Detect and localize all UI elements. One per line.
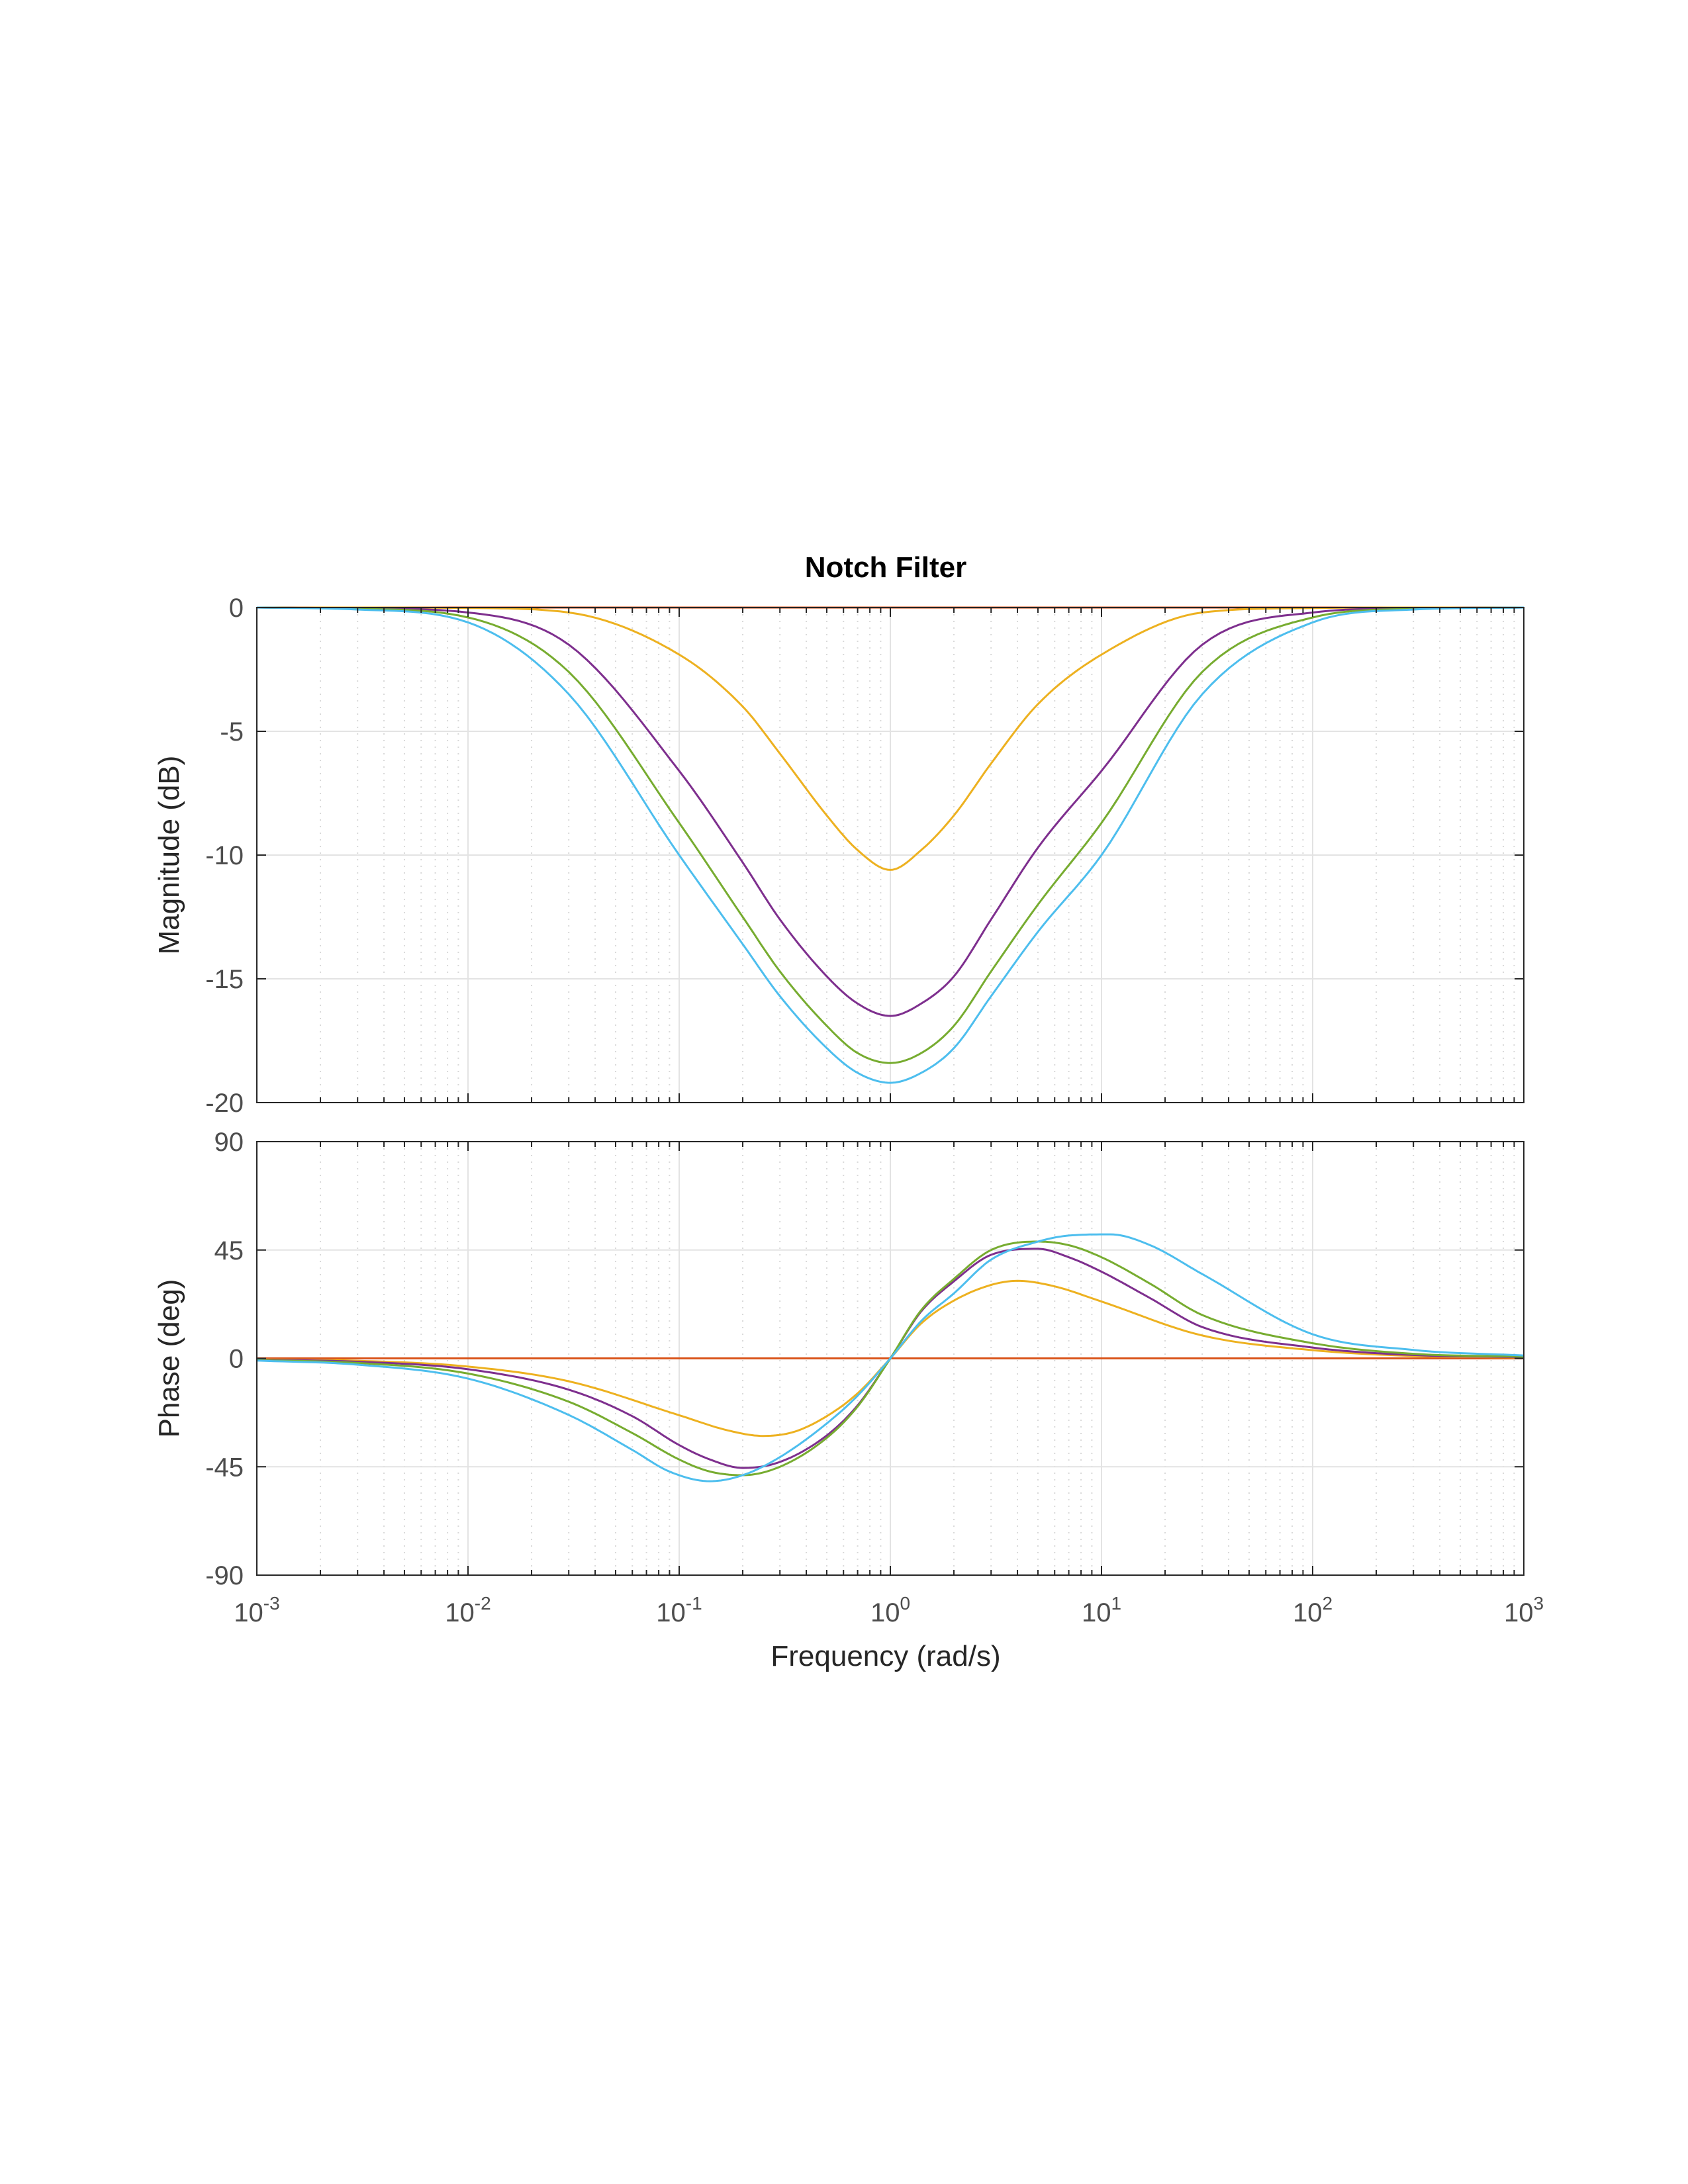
x-tick-label-base: 10	[870, 1598, 900, 1627]
x-tick-label-base: 10	[445, 1598, 475, 1627]
x-tick-label-base: 10	[1293, 1598, 1323, 1627]
magnitude-y-tick-label: 0	[229, 594, 244, 623]
phase-y-tick-label: 0	[229, 1345, 244, 1374]
magnitude-series-line-3	[256, 606, 1524, 1017]
x-tick-label: 10-1	[656, 1593, 702, 1627]
phase-y-tick-label: -90	[205, 1561, 244, 1590]
x-tick-label: 102	[1293, 1593, 1333, 1627]
phase-y-tick-label: 45	[214, 1236, 244, 1265]
phase-y-tick-label: -45	[205, 1453, 244, 1482]
chart-title: Notch Filter	[805, 551, 966, 584]
x-tick-label-exponent: 0	[900, 1593, 910, 1614]
magnitude-y-axis-label: Magnitude (dB)	[153, 756, 185, 955]
magnitude-series-line-4	[256, 606, 1524, 1064]
magnitude-plot: 0 -5 -10 -15 -20 Magnitude (dB)	[153, 594, 1524, 1118]
x-tick-label-exponent: 1	[1111, 1593, 1121, 1614]
x-tick-label: 103	[1504, 1593, 1544, 1627]
x-tick-label: 100	[870, 1593, 910, 1627]
magnitude-y-tick-label: -20	[205, 1089, 244, 1118]
magnitude-series-line-5	[256, 606, 1524, 1084]
magnitude-y-tick-label: -5	[220, 717, 244, 747]
x-tick-label-exponent: 3	[1533, 1593, 1544, 1614]
phase-series-line-5	[256, 1233, 1524, 1482]
x-tick-label: 101	[1082, 1593, 1121, 1627]
phase-y-tick-label: 90	[214, 1128, 244, 1157]
x-tick-label-base: 10	[1082, 1598, 1111, 1627]
x-tick-label-exponent: -1	[686, 1593, 702, 1614]
magnitude-y-tick-label: -15	[205, 965, 244, 994]
x-tick-label: 10-3	[234, 1593, 279, 1627]
x-axis-label: Frequency (rad/s)	[771, 1640, 1000, 1672]
phase-y-axis-label: Phase (deg)	[153, 1279, 185, 1438]
x-tick-label-exponent: -3	[263, 1593, 280, 1614]
x-tick-label-exponent: 2	[1322, 1593, 1333, 1614]
x-tick-label: 10-2	[445, 1593, 491, 1627]
magnitude-y-tick-label: -10	[205, 841, 244, 870]
x-tick-label-base: 10	[234, 1598, 263, 1627]
x-tick-label-exponent: -2	[475, 1593, 491, 1614]
x-tick-label-base: 10	[1504, 1598, 1534, 1627]
x-tick-label-base: 10	[656, 1598, 686, 1627]
